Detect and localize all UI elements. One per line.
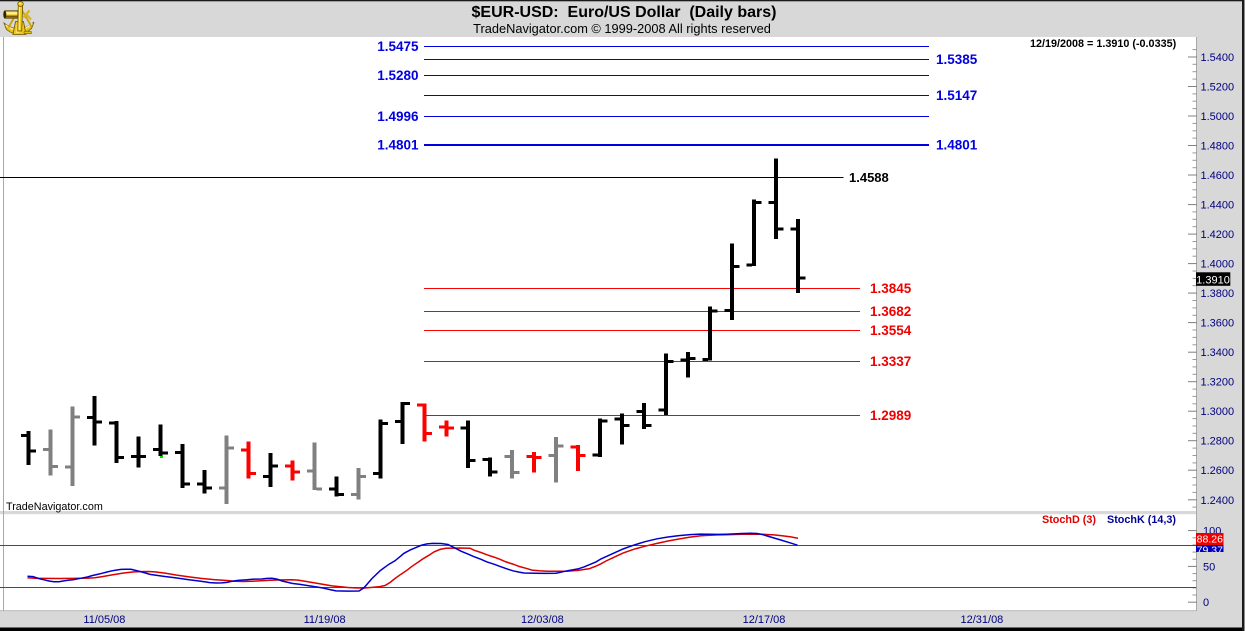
svg-text:12/03/08: 12/03/08 xyxy=(521,614,564,626)
svg-text:TradeNavigator.com: TradeNavigator.com xyxy=(6,501,103,513)
svg-text:1.2600: 1.2600 xyxy=(1201,465,1235,477)
svg-text:1.4000: 1.4000 xyxy=(1201,259,1235,271)
svg-text:1.5475: 1.5475 xyxy=(377,39,419,54)
svg-text:1.5280: 1.5280 xyxy=(377,68,418,83)
svg-text:1.5000: 1.5000 xyxy=(1201,111,1235,123)
svg-text:1.3910: 1.3910 xyxy=(1196,274,1230,286)
svg-text:1.3400: 1.3400 xyxy=(1201,347,1235,359)
svg-text:1.3200: 1.3200 xyxy=(1201,377,1235,389)
svg-text:1.2400: 1.2400 xyxy=(1201,495,1235,507)
svg-text:$EUR-USD: Euro/US Dollar (Da: $EUR-USD: Euro/US Dollar (Daily bars) xyxy=(472,4,777,21)
svg-text:0: 0 xyxy=(1203,597,1209,609)
svg-text:1.4200: 1.4200 xyxy=(1201,229,1235,241)
svg-text:1.3845: 1.3845 xyxy=(870,281,912,296)
svg-text:1.4801: 1.4801 xyxy=(936,138,978,153)
svg-text:1.4588: 1.4588 xyxy=(849,170,889,185)
svg-text:1.2989: 1.2989 xyxy=(870,408,911,423)
svg-text:12/31/08: 12/31/08 xyxy=(960,614,1003,626)
svg-text:1.4800: 1.4800 xyxy=(1201,141,1235,153)
svg-text:1.3682: 1.3682 xyxy=(870,304,911,319)
svg-text:11/05/08: 11/05/08 xyxy=(83,614,125,626)
svg-text:1.3554: 1.3554 xyxy=(870,323,912,338)
svg-text:1.5200: 1.5200 xyxy=(1201,82,1235,94)
svg-text:StochD (3): StochD (3) xyxy=(1042,514,1096,526)
svg-text:1.4600: 1.4600 xyxy=(1201,170,1235,182)
svg-text:11/19/08: 11/19/08 xyxy=(304,614,346,626)
svg-text:12/17/08: 12/17/08 xyxy=(743,614,786,626)
svg-text:1.5147: 1.5147 xyxy=(936,88,977,103)
svg-text:1.4996: 1.4996 xyxy=(377,109,419,124)
svg-text:1.3600: 1.3600 xyxy=(1201,318,1235,330)
svg-text:88.26: 88.26 xyxy=(1197,534,1223,546)
svg-text:1.5400: 1.5400 xyxy=(1201,52,1235,64)
svg-text:1.3337: 1.3337 xyxy=(870,354,911,369)
svg-text:1.3000: 1.3000 xyxy=(1201,406,1235,418)
svg-text:50: 50 xyxy=(1203,561,1215,573)
svg-text:TradeNavigator.com © 1999-2008: TradeNavigator.com © 1999-2008 All right… xyxy=(473,21,771,36)
svg-text:1.4400: 1.4400 xyxy=(1201,200,1235,212)
svg-text:StochK (14,3): StochK (14,3) xyxy=(1107,514,1176,526)
svg-text:1.4801: 1.4801 xyxy=(377,138,419,153)
svg-text:12/19/2008 = 1.3910 (-0.0335): 12/19/2008 = 1.3910 (-0.0335) xyxy=(1030,38,1177,50)
svg-text:1.5385: 1.5385 xyxy=(936,52,978,67)
svg-text:1.2800: 1.2800 xyxy=(1201,436,1235,448)
svg-text:1.3800: 1.3800 xyxy=(1201,288,1235,300)
svg-text:79.37: 79.37 xyxy=(1197,545,1223,557)
